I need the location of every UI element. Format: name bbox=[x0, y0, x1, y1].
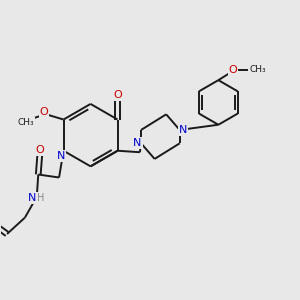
Text: CH₃: CH₃ bbox=[17, 118, 34, 127]
Text: N: N bbox=[57, 151, 65, 161]
Text: O: O bbox=[229, 65, 238, 75]
Text: H: H bbox=[37, 193, 44, 203]
Text: N: N bbox=[28, 193, 36, 203]
Text: N: N bbox=[179, 125, 188, 135]
Text: CH₃: CH₃ bbox=[250, 65, 266, 74]
Text: O: O bbox=[35, 145, 44, 155]
Text: N: N bbox=[133, 138, 142, 148]
Text: O: O bbox=[113, 90, 122, 100]
Text: O: O bbox=[40, 107, 49, 117]
